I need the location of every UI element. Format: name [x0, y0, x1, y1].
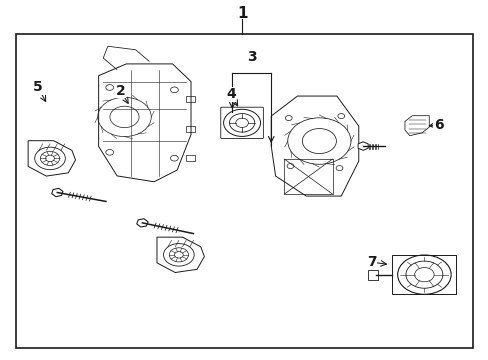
- Bar: [284, 159, 332, 194]
- Polygon shape: [52, 188, 63, 197]
- Bar: [186, 156, 195, 161]
- Bar: [391, 255, 456, 294]
- Polygon shape: [137, 219, 148, 227]
- Text: 4: 4: [225, 87, 235, 101]
- Text: 2: 2: [115, 84, 125, 98]
- Text: 6: 6: [433, 118, 443, 132]
- Bar: [16, 33, 472, 348]
- Text: 5: 5: [33, 80, 42, 94]
- Text: 1: 1: [236, 6, 247, 21]
- Text: 3: 3: [246, 50, 256, 64]
- Bar: [186, 126, 195, 132]
- Bar: [186, 96, 195, 102]
- Bar: [367, 270, 377, 280]
- Polygon shape: [357, 142, 367, 150]
- Text: 7: 7: [366, 255, 376, 269]
